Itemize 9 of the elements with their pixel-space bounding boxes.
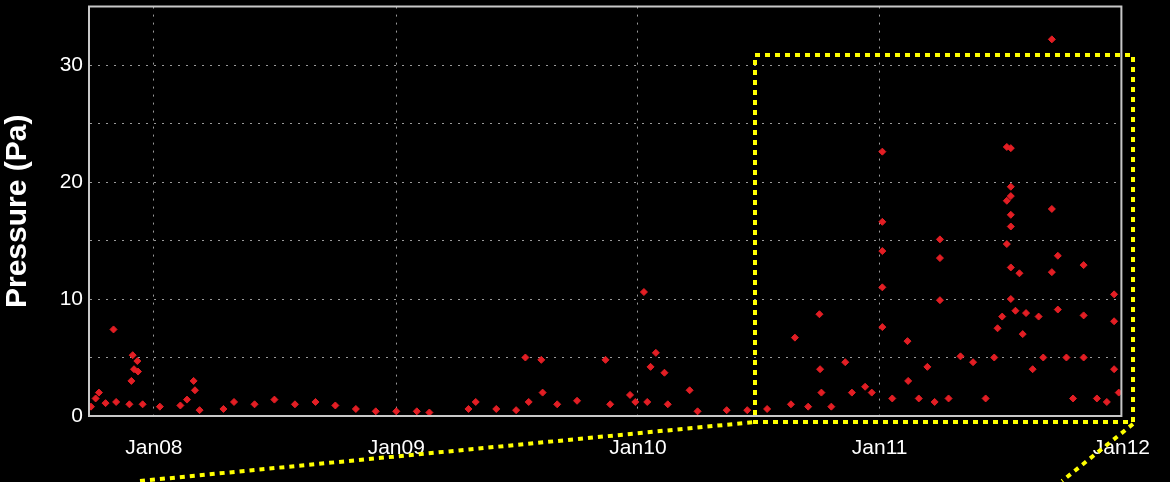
y-axis-title: Pressure (Pa) <box>0 114 33 309</box>
x-tick-label: Jan11 <box>851 435 908 459</box>
x-tick-label: Jan10 <box>609 435 667 459</box>
y-tick-label: 30 <box>59 51 83 75</box>
y-tick-label: 20 <box>59 168 83 192</box>
y-tick-label: 10 <box>59 285 83 309</box>
x-tick-label: Jan08 <box>125 435 183 459</box>
x-tick-label: Jan09 <box>367 435 425 459</box>
y-tick-label: 0 <box>71 402 83 426</box>
